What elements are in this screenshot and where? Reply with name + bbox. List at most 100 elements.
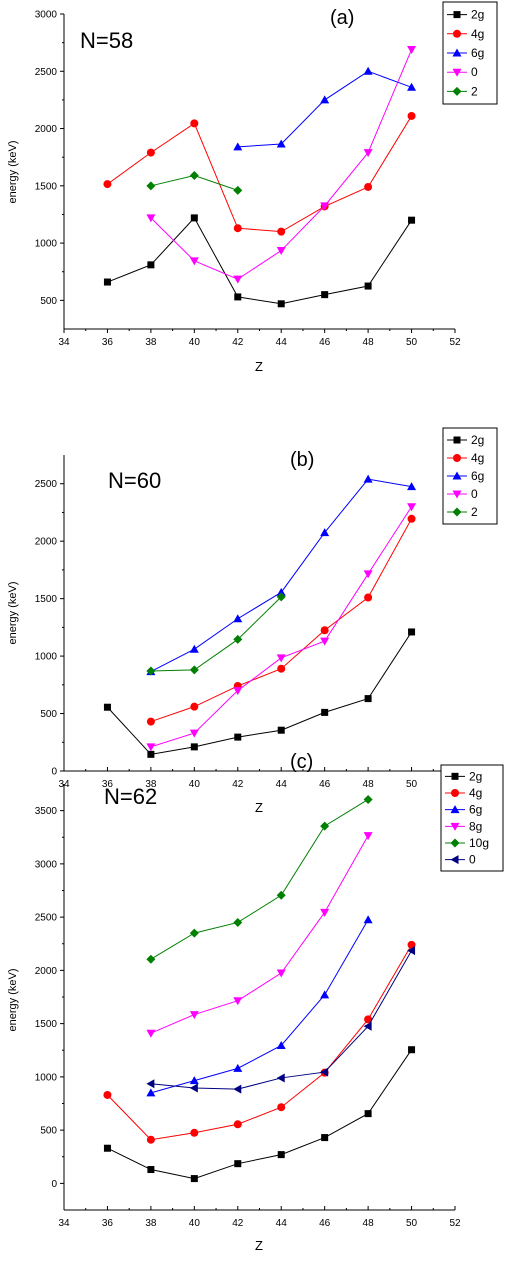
- data-point: [276, 592, 286, 602]
- x-tick-label: 46: [319, 779, 331, 790]
- x-tick-label: 52: [449, 1218, 461, 1229]
- data-point: [320, 528, 330, 537]
- x-tick-label: 50: [406, 779, 418, 790]
- series-line: [237, 70, 412, 148]
- data-point: [407, 514, 416, 523]
- data-point: [364, 282, 372, 290]
- data-point: [363, 474, 373, 483]
- data-point: [321, 1134, 329, 1142]
- data-point: [189, 1011, 199, 1020]
- x-tick-label: 42: [232, 779, 244, 790]
- data-point: [364, 182, 373, 191]
- y-tick-label: 3000: [35, 10, 58, 21]
- data-point: [146, 181, 156, 191]
- y-tick-label: 500: [40, 709, 57, 720]
- data-point: [233, 185, 243, 195]
- y-tick-label: 500: [40, 296, 57, 307]
- data-point: [103, 1090, 112, 1099]
- data-point: [146, 1088, 156, 1097]
- series-line: [107, 217, 412, 305]
- series-line: [150, 919, 369, 1094]
- legend-label: 4g: [471, 451, 484, 465]
- x-tick-label: 46: [319, 337, 331, 348]
- data-point: [320, 202, 330, 211]
- data-point: [277, 664, 286, 673]
- data-point: [233, 917, 243, 927]
- y-tick-label: 1500: [35, 1019, 58, 1030]
- data-point: [277, 1103, 286, 1112]
- data-point: [277, 1151, 285, 1159]
- data-point: [364, 1015, 373, 1024]
- data-point: [364, 695, 372, 703]
- y-axis-label: energy (keV): [7, 141, 19, 204]
- x-tick-label: 42: [232, 1218, 244, 1229]
- legend-marker: [451, 789, 459, 797]
- legend-label: 2: [471, 505, 478, 519]
- panel-label: (a): [330, 7, 354, 29]
- data-point: [363, 66, 373, 75]
- y-axis-label: energy (keV): [7, 582, 19, 645]
- series-6g: [146, 474, 417, 676]
- data-point: [147, 1166, 155, 1174]
- y-tick-label: 1000: [35, 239, 58, 250]
- data-point: [146, 148, 155, 157]
- data-point: [146, 954, 156, 964]
- data-point: [277, 726, 285, 734]
- x-axis-label: Z: [255, 359, 263, 374]
- legend-marker: [450, 838, 460, 848]
- chart-panel-b: 3436384042444648505205001000150020002500…: [7, 427, 498, 815]
- series-6g: [146, 915, 373, 1097]
- data-point: [407, 111, 416, 120]
- x-tick-label: 34: [58, 1218, 70, 1229]
- data-point: [233, 224, 242, 233]
- x-tick-label: 50: [406, 337, 418, 348]
- data-point: [189, 257, 199, 266]
- data-point: [146, 214, 156, 223]
- x-tick-label: 38: [145, 337, 157, 348]
- legend-label: 6g: [469, 803, 482, 817]
- legend-marker: [452, 490, 462, 499]
- data-point: [189, 1076, 199, 1085]
- y-tick-label: 2000: [35, 124, 58, 135]
- legend-marker: [453, 11, 461, 19]
- data-point: [320, 95, 330, 104]
- series-10g: [146, 794, 373, 964]
- legend-label: 4g: [471, 27, 484, 41]
- x-tick-label: 44: [276, 1218, 288, 1229]
- series-0: [146, 946, 416, 1094]
- x-tick-label: 42: [232, 337, 244, 348]
- data-point: [408, 1046, 416, 1054]
- legend-label: 2g: [469, 769, 482, 783]
- data-point: [189, 1083, 198, 1093]
- y-tick-label: 2500: [35, 479, 58, 490]
- y-tick-label: 0: [51, 767, 57, 778]
- data-point: [190, 702, 199, 711]
- data-point: [363, 149, 373, 158]
- legend-label: 6g: [471, 46, 484, 60]
- series-0: [146, 503, 417, 752]
- neutron-number-label: N=58: [80, 28, 133, 53]
- y-tick-label: 500: [40, 1126, 57, 1137]
- data-point: [364, 593, 373, 602]
- x-tick-label: 40: [189, 337, 201, 348]
- data-point: [276, 1073, 285, 1083]
- data-point: [189, 665, 199, 675]
- legend: 2g 4g 6g 0 2: [442, 427, 498, 525]
- data-point: [189, 644, 199, 653]
- data-point: [407, 946, 416, 956]
- data-point: [233, 634, 243, 644]
- data-point: [190, 214, 198, 222]
- panel-label: (b): [290, 449, 314, 471]
- y-tick-label: 2500: [35, 913, 58, 924]
- x-tick-label: 44: [276, 779, 288, 790]
- data-point: [276, 139, 286, 148]
- x-tick-label: 36: [102, 337, 114, 348]
- x-tick-label: 48: [363, 337, 375, 348]
- data-point: [407, 503, 417, 512]
- legend-box: [440, 764, 504, 872]
- data-point: [276, 587, 286, 596]
- data-point: [190, 1175, 198, 1183]
- data-point: [233, 1120, 242, 1129]
- legend-label: 2g: [471, 433, 484, 447]
- data-point: [363, 1021, 372, 1031]
